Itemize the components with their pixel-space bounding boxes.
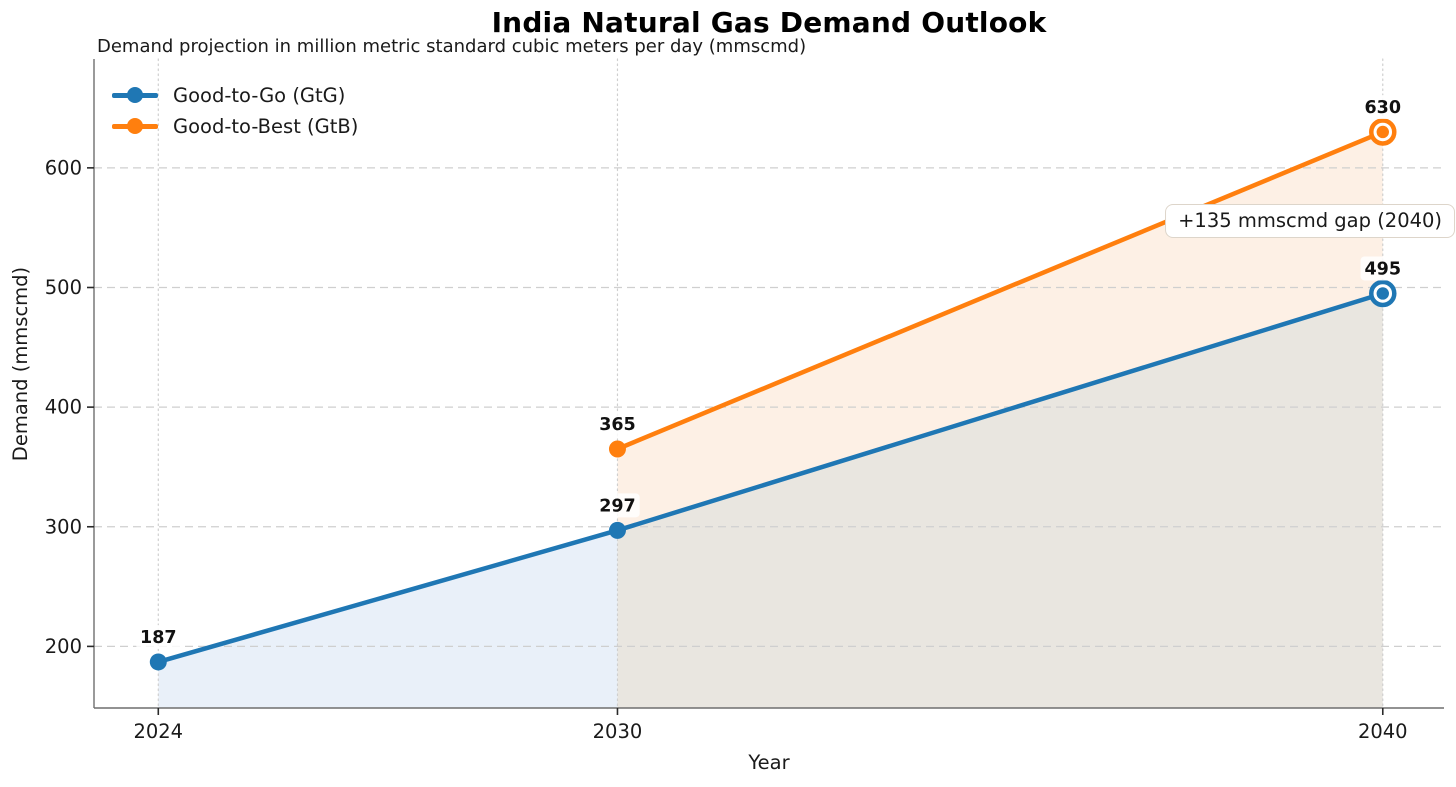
x-axis-label: Year [748,751,790,774]
value-label: 495 [1365,259,1402,279]
value-label: 630 [1365,98,1402,118]
x-tick-label: 2030 [593,720,643,743]
value-label-bg [595,493,640,518]
gtg-area-2024-2030 [158,530,618,708]
gtg-area-2030-2040 [617,293,1383,708]
value-label: 187 [140,628,177,648]
chart-subtitle: Demand projection in million metric stan… [97,36,807,57]
legend-label: Good-to-Go (GtG) [173,83,346,107]
ring-marker-core [1376,125,1389,139]
legend-label: Good-to-Best (GtB) [173,114,359,138]
value-label-bg [1360,256,1406,281]
y-tick-label: 600 [45,156,82,179]
value-label-bg [1360,94,1406,119]
y-tick-label: 300 [45,515,82,538]
value-label: 365 [599,415,636,435]
ring-marker-core [1376,287,1389,300]
point-marker [608,521,626,539]
legend-marker-icon [112,116,158,136]
legend-dot [127,118,143,134]
value-label-bg [136,624,181,649]
point-marker [149,653,167,671]
gap-annotation: +135 mmscmd gap (2040) [1165,203,1456,238]
legend-dot [127,87,143,103]
x-tick-label: 2024 [133,720,183,743]
legend-item: Good-to-Go (GtG) [112,83,358,107]
value-label: 297 [599,496,636,516]
chart-title: India Natural Gas Demand Outlook [491,6,1047,39]
y-axis-label: Demand (mmscmd) [9,266,32,462]
series-line [615,129,1386,452]
y-tick-label: 200 [45,635,82,658]
y-tick-label: 400 [45,396,82,419]
legend-item: Good-to-Best (GtB) [112,114,358,138]
legend: Good-to-Go (GtG) Good-to-Best (GtB) [112,83,358,138]
point-marker [608,440,626,458]
value-label-bg [595,411,640,436]
x-tick-label: 2040 [1358,720,1408,743]
y-tick-label: 500 [45,276,82,299]
legend-marker-icon [112,85,158,105]
